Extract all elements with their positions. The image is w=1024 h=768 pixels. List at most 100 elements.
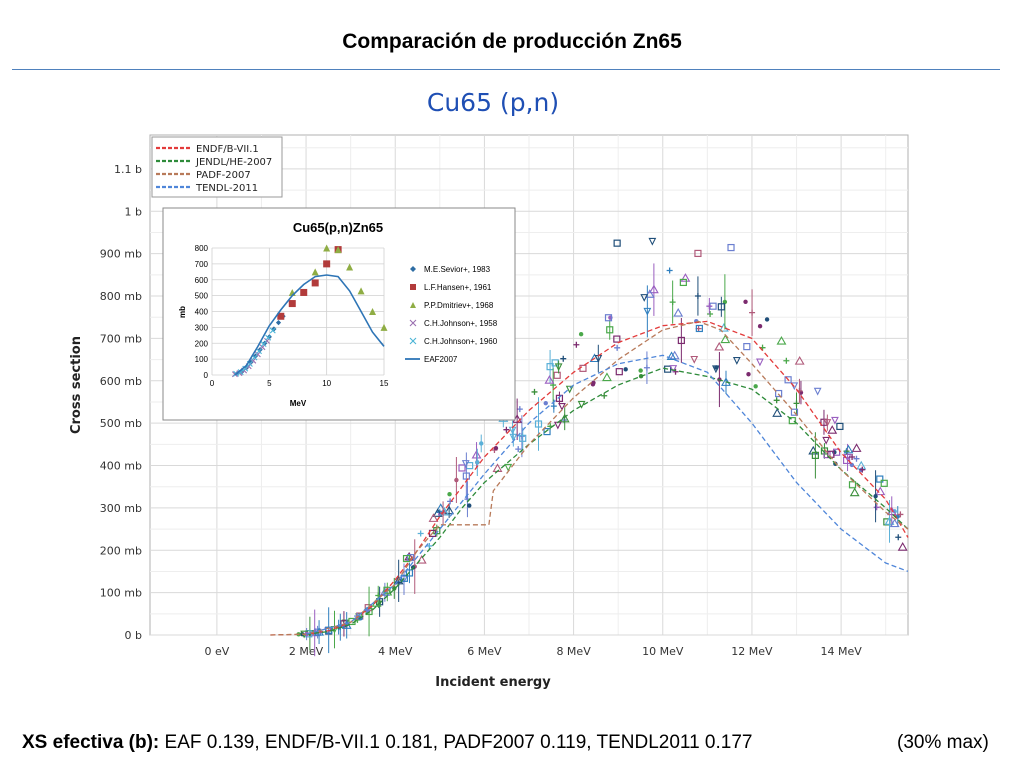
y-tick-label: 100 mb: [100, 587, 142, 600]
experimental-point: [553, 371, 561, 379]
experimental-point: [638, 368, 643, 373]
inset-data-point: [239, 369, 245, 375]
experimental-point: [827, 425, 838, 434]
experimental-point: [889, 518, 900, 528]
experimental-point: [439, 506, 450, 516]
experimental-point: [849, 487, 860, 497]
experimental-point: [614, 344, 621, 351]
main-legend: ENDF/B-VII.1 JENDL/HE-2007 PADF-2007 TENDL-…: [151, 136, 283, 198]
experimental-point: [516, 406, 523, 413]
experimental-point: [493, 445, 499, 451]
footer-note: XS efectiva (b): EAF 0.139, ENDF/B-VII.1…: [22, 732, 1012, 754]
inset-title: Cu65(p,n)Zn65: [293, 220, 383, 235]
inset-data-point: [260, 341, 267, 348]
experimental-point: [467, 503, 472, 508]
inset-data-point: [311, 268, 319, 276]
footer-max: (30% max): [897, 732, 989, 753]
experimental-point: [623, 367, 628, 372]
experimental-point: [666, 267, 673, 274]
inset-y-tick-label: 100: [195, 355, 209, 364]
experimental-point: [848, 481, 857, 489]
inset-y-tick-label: 800: [195, 244, 209, 253]
experimental-point: [776, 335, 787, 345]
experimental-point: [602, 372, 612, 382]
inset-x-label: MeV: [290, 399, 307, 408]
experimental-point: [873, 504, 880, 511]
experimental-point: [876, 475, 884, 483]
experimental-point: [712, 365, 720, 374]
inset-data-point: [323, 260, 331, 268]
experimental-point: [664, 365, 672, 373]
experimental-point: [402, 554, 411, 563]
experimental-point: [720, 334, 731, 344]
inset-data-point: [380, 323, 388, 331]
legend-entry: PADF-2007: [196, 170, 251, 181]
y-tick-label: 600 mb: [100, 375, 142, 388]
inset-data-point: [256, 348, 263, 355]
inset-legend-entry: C.H.Johnson+, 1960: [424, 337, 498, 346]
inset-y-tick-label: 400: [195, 308, 209, 317]
experimental-point: [772, 408, 783, 417]
experimental-point: [426, 542, 433, 549]
inset-data-point: [265, 334, 272, 341]
inset-y-tick-label: 600: [195, 276, 209, 285]
experimental-point: [849, 462, 855, 468]
experimental-point: [648, 237, 657, 246]
y-tick-label: 1 b: [125, 205, 142, 218]
experimental-point: [843, 444, 854, 454]
x-tick-label: 12 MeV: [731, 645, 773, 658]
experimental-point: [788, 417, 796, 425]
experimental-point: [836, 422, 844, 431]
x-tick-label: 0 eV: [204, 645, 229, 658]
footer-values: EAF 0.139, ENDF/B-VII.1 0.181, PADF2007 …: [159, 732, 753, 753]
experimental-point: [822, 436, 831, 445]
inset-data-point: [357, 287, 365, 295]
inset-data-point: [311, 279, 319, 287]
experimental-point: [897, 542, 908, 551]
experimental-point: [813, 387, 822, 396]
legend-entry: JENDL/HE-2007: [195, 157, 272, 168]
inset-x-tick-label: 10: [322, 379, 331, 388]
experimental-point: [417, 530, 424, 537]
experimental-point: [746, 372, 751, 377]
inset-legend-entry: L.F.Hansen+, 1961: [424, 283, 492, 292]
experimental-point: [669, 365, 678, 373]
experimental-point: [757, 324, 763, 329]
experimental-point: [565, 385, 574, 394]
inset-series-line-eaf2007: [234, 274, 385, 376]
inset-data-point: [300, 288, 308, 296]
inset-data-point: [369, 308, 377, 315]
experimental-point: [707, 311, 714, 318]
experimental-point: [790, 408, 799, 416]
legend-box: [151, 136, 283, 198]
experimental-point: [447, 498, 454, 505]
experimental-point: [383, 586, 391, 594]
inset-data-point: [275, 320, 282, 326]
inset-x-tick-label: 0: [210, 379, 215, 388]
experimental-point: [503, 426, 510, 433]
inset-legend-entry: M.E.Sevior+, 1983: [424, 265, 491, 274]
experimental-point: [756, 358, 764, 367]
x-axis-label: Incident energy: [435, 675, 551, 690]
experimental-point: [794, 356, 805, 365]
inset-legend-marker: [410, 302, 416, 308]
inset-legend-entry: C.H.Johnson+, 1958: [424, 319, 498, 328]
experimental-point: [783, 357, 790, 364]
experimental-point: [558, 402, 566, 411]
cross-section-chart: Cu65 (p,n) 0 eV 2 MeV 4 MeV 6 MeV 8 MeV 10 Me…: [69, 88, 909, 690]
experimental-point: [416, 554, 427, 564]
experimental-point: [560, 355, 567, 362]
y-tick-label: 800 mb: [100, 290, 142, 303]
experimental-point: [831, 416, 839, 425]
inset-data-point: [346, 263, 354, 271]
y-tick-label: 700 mb: [100, 332, 142, 345]
y-tick-label: 500 mb: [100, 417, 142, 430]
y-tick-label: 300 mb: [100, 502, 142, 515]
experimental-point: [775, 389, 783, 398]
experimental-point: [458, 464, 466, 472]
experimental-point: [461, 460, 470, 468]
experimental-point: [543, 400, 548, 406]
experimental-point: [613, 335, 621, 343]
experimental-point: [573, 341, 580, 348]
inset-x-tick-label: 15: [380, 379, 389, 388]
